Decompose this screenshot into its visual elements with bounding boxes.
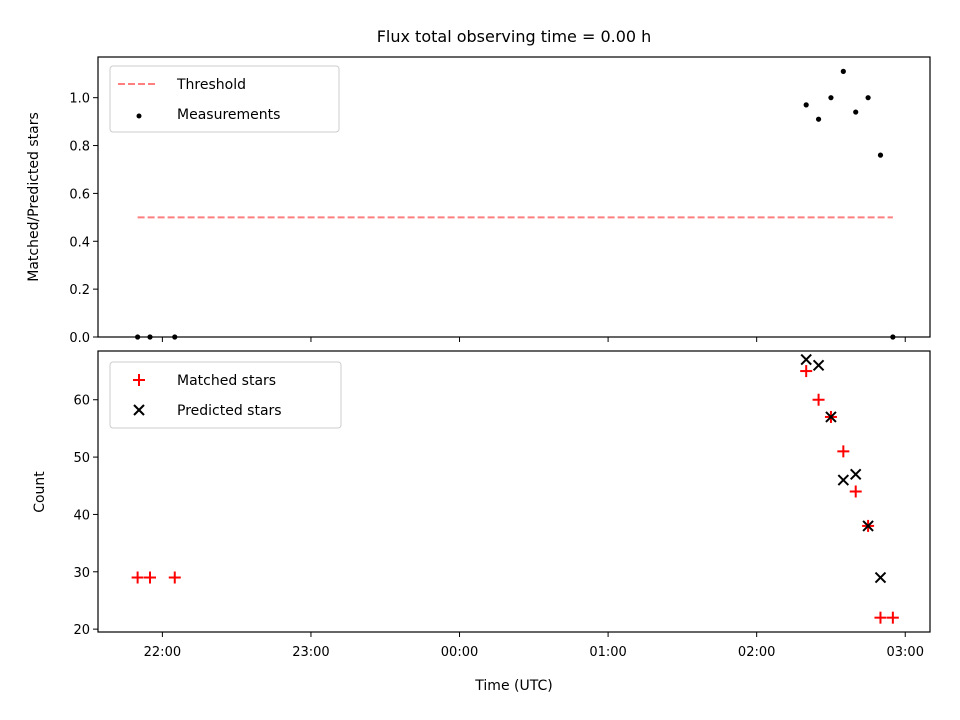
measurement-point [135,334,141,340]
bottom-marks [131,353,899,624]
top-y-tick-label: 0.4 [69,235,90,250]
x-tick-label: 03:00 [887,645,924,660]
bottom-panel-frame [97,350,931,633]
top-y-ticks: 0.0 0.2 0.4 0.6 0.8 1.0 [69,92,98,346]
predicted-stars-point [874,571,887,584]
measurement-point [815,116,822,122]
bottom-legend: Matched stars Predicted stars [109,361,342,429]
legend-measurements-swatch [136,113,142,119]
predicted-stars-point [837,474,850,486]
chart-title: Flux total observing time = 0.00 h [377,27,652,46]
matched-stars-point [144,571,156,584]
top-x-ticks [161,337,906,342]
bottom-y-tick-label: 40 [73,508,90,523]
bottom-y-tick-label: 60 [73,394,90,409]
x-tick-label: 22:00 [144,645,181,660]
legend-predicted-label: Predicted stars [177,403,282,419]
bottom-x-ticks: 22:00 23:00 00:00 01:00 02:00 03:00 [144,632,924,660]
measurement-point [840,68,846,74]
top-y-tick-label: 0.8 [69,140,90,155]
measurement-point [803,102,809,108]
measurement-point [172,334,178,340]
matched-stars-point [812,393,825,406]
x-tick-label: 02:00 [738,645,775,660]
matched-stars-point [131,571,144,584]
x-axis-label: Time (UTC) [474,678,552,694]
x-tick-label: 23:00 [292,645,329,660]
matched-stars-point [886,611,899,624]
measurement-point [828,95,834,101]
legend-predicted-swatch [133,404,145,416]
measurement-point [877,152,884,158]
matched-stars-point [849,485,862,498]
top-y-axis-label: Matched/Predicted stars [26,112,42,282]
legend-threshold-label: Threshold [176,77,246,93]
top-y-tick-label: 1.0 [69,92,90,107]
predicted-stars-point [800,353,812,366]
predicted-stars-point [862,520,874,532]
top-y-tick-label: 0.2 [69,283,90,298]
top-legend: Threshold Measurements [109,65,340,133]
bottom-legend-box [109,361,342,429]
bottom-y-tick-label: 50 [73,451,90,466]
measurement-point [147,334,153,340]
predicted-stars-point [812,359,825,372]
bottom-y-tick-label: 20 [73,623,90,638]
top-marks [135,68,896,340]
top-legend-box [109,65,340,133]
top-y-tick-label: 0.0 [69,331,90,346]
matched-stars-point [837,445,850,458]
bottom-y-axis-label: Count [32,471,48,513]
legend-measurements-label: Measurements [177,107,280,123]
matched-stars-point [874,611,887,624]
predicted-stars-point [825,411,837,423]
predicted-stars-point [850,468,862,481]
top-y-tick-label: 0.6 [69,187,90,202]
bottom-panel: 20 30 40 50 60 22:00 23:00 00:00 01:00 02:00 03:0… [32,350,931,694]
measurement-point [853,109,859,115]
bottom-y-ticks: 20 30 40 50 60 [73,394,98,638]
x-tick-label: 01:00 [589,645,626,660]
measurement-point [890,334,896,340]
matched-stars-point [800,365,813,378]
legend-matched-swatch [133,374,145,386]
top-panel-frame [97,56,931,338]
legend-matched-label: Matched stars [177,373,276,389]
measurement-point [865,95,871,101]
top-panel: 0.0 0.2 0.4 0.6 0.8 1.0 Matched/Predicted sta… [26,56,931,346]
x-tick-label: 00:00 [441,645,478,660]
bottom-y-tick-label: 30 [73,566,90,581]
matched-stars-point [168,571,181,584]
